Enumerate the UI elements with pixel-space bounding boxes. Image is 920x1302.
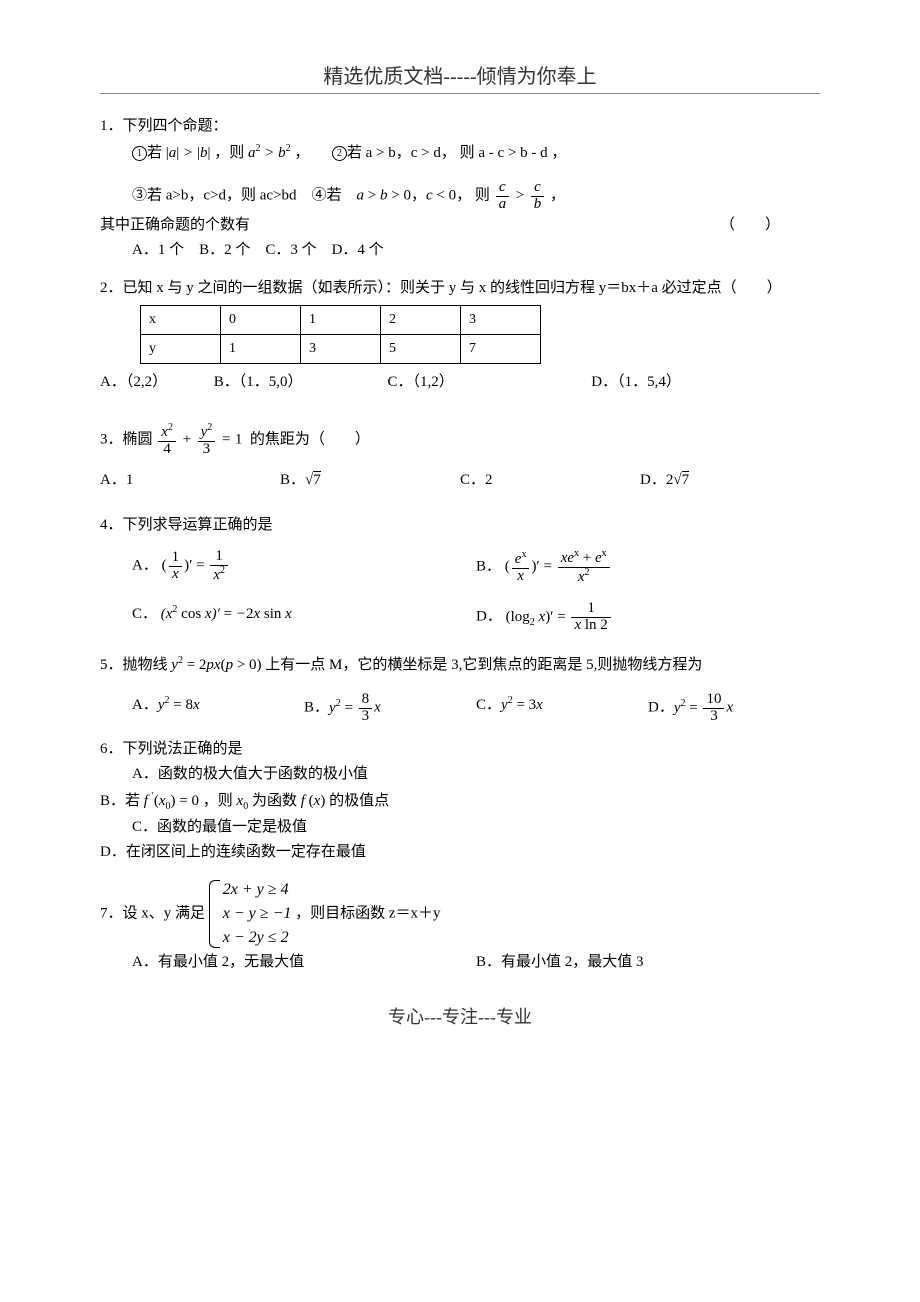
q4-row1: A． (1x)′ = 1x2 B． (exx)′ = xex + exx2: [100, 549, 820, 586]
q1-frac1: ca: [496, 180, 510, 213]
q1-options: A．1 个 B．2 个 C．3 个 D．4 个: [100, 238, 820, 264]
q6-opt-c: C．函数的最值一定是极值: [100, 815, 820, 841]
q3-opt-c: C．2: [460, 468, 640, 494]
question-4: 4．下列求导运算正确的是 A． (1x)′ = 1x2 B． (exx)′ = …: [100, 513, 820, 634]
q2-opt-a: A．（2,2）: [100, 370, 210, 396]
q1-p2-math: a > b，c > d，: [366, 145, 456, 161]
q3-opt-b: B．√7: [280, 468, 460, 494]
table-row: x 0 1 2 3: [141, 306, 541, 335]
q1-props-row2: ③若 a>b，c>d，则 ac>bd ④若 a > b > 0，c < 0， 则…: [100, 180, 820, 213]
table-row: y 1 3 5 7: [141, 334, 541, 363]
q6-stem: 6．下列说法正确的是: [100, 737, 820, 763]
q5-options: A．y2 = 8x B．y2 = 83x C．y2 = 3x D．y2 = 10…: [100, 692, 820, 725]
cell: 1: [221, 334, 301, 363]
comma1: ，: [294, 145, 309, 161]
cell: 7: [461, 334, 541, 363]
q2-opt-b: B．（1．5,0）: [214, 370, 384, 396]
q4-stem: 4．下列求导运算正确的是: [100, 513, 820, 539]
q3-opt-d: D．2√7: [640, 468, 820, 494]
q1-conclusion-row: 其中正确命题的个数有 （ ）: [100, 213, 820, 239]
question-5: 5．抛物线 y2 = 2px(p > 0) 上有一点 M，它的横坐标是 3,它到…: [100, 652, 820, 725]
cell: 1: [301, 306, 381, 335]
cell: 3: [301, 334, 381, 363]
q1-paren: （ ）: [720, 213, 780, 239]
question-6: 6．下列说法正确的是 A．函数的极大值大于函数的极小值 B．若 f ′(x0) …: [100, 737, 820, 866]
q1-p4-then: 则: [475, 188, 494, 204]
cell: 0: [221, 306, 301, 335]
q1-stem: 1．下列四个命题：: [100, 114, 820, 140]
q1-p1-mid: ，则: [214, 145, 244, 161]
q5-opt-a: A．y2 = 8x: [132, 692, 304, 725]
q5-pre: 5．抛物线: [100, 657, 168, 673]
circled-1-icon: 1: [132, 146, 147, 161]
q7-post: ，则目标函数 z＝x＋y: [295, 905, 440, 921]
cell: 2: [381, 306, 461, 335]
page-header: 精选优质文档-----倾情为你奉上: [100, 60, 820, 89]
q2-table: x 0 1 2 3 y 1 3 5 7: [140, 305, 541, 364]
q4-opt-b: B． (exx)′ = xex + exx2: [476, 549, 820, 586]
circled-2-icon: 2: [332, 146, 347, 161]
q4-opt-d: D． (log2 x)′ = 1x ln 2: [476, 601, 820, 634]
q7-opt-b: B．有最小值 2，最大值 3: [476, 950, 820, 976]
question-2: 2．已知 x 与 y 之间的一组数据（如表所示）：则关于 y 与 x 的线性回归…: [100, 276, 820, 396]
q3-frac1: x24: [158, 423, 176, 458]
q1-p2-pre: 若: [347, 145, 362, 161]
q2-opt-d: D．（1．5,4）: [591, 370, 681, 396]
q1-frac2: cb: [531, 180, 545, 213]
q5-opt-d: D．y2 = 103x: [648, 692, 820, 725]
comma2: ，: [551, 145, 566, 161]
question-7: 7．设 x、y 满足 2x + y ≥ 4 x − y ≥ −1 x − 2y …: [100, 878, 820, 976]
q1-conclusion: 其中正确命题的个数有: [100, 217, 250, 233]
gt: >: [515, 188, 529, 204]
q1-p1-pre: 若: [147, 145, 162, 161]
q6-opt-d: D．在闭区间上的连续函数一定存在最值: [100, 840, 820, 866]
q2-options: A．（2,2） B．（1．5,0） C．（1,2） D．（1．5,4）: [100, 370, 820, 396]
q4-row2: C． (x2 cos x)′ = −2x sin x D． (log2 x)′ …: [100, 601, 820, 634]
q3-pre: 3．椭圆: [100, 432, 153, 448]
q1-p1-math: |a| > |b|: [166, 145, 211, 161]
header-rule: [100, 93, 820, 94]
q7-system: 2x + y ≥ 4 x − y ≥ −1 x − 2y ≤ 2: [209, 878, 292, 950]
q1-props-row1: 1若 |a| > |b| ，则 a2 > b2 ， 2若 a > b，c > d…: [100, 140, 820, 167]
q3-post: 的焦距为（ ）: [250, 432, 370, 448]
question-1: 1．下列四个命题： 1若 |a| > |b| ，则 a2 > b2 ， 2若 a…: [100, 114, 820, 264]
q7-opt-a: A．有最小值 2，无最大值: [132, 950, 476, 976]
cell: y: [141, 334, 221, 363]
q7-pre: 7．设 x、y 满足: [100, 905, 205, 921]
q4-opt-a: A． (1x)′ = 1x2: [132, 549, 476, 586]
q1-p4-math: a > b > 0，c < 0，: [357, 188, 472, 204]
cell: x: [141, 306, 221, 335]
q5-math: y2 = 2px(p > 0): [171, 657, 261, 673]
q5-stem: 5．抛物线 y2 = 2px(p > 0) 上有一点 M，它的横坐标是 3,它到…: [100, 652, 820, 679]
cell: 3: [461, 306, 541, 335]
q4-opt-c: C． (x2 cos x)′ = −2x sin x: [132, 601, 476, 634]
q1-p2-mid: 则: [460, 145, 475, 161]
q5-opt-c: C．y2 = 3x: [476, 692, 648, 725]
comma3: ，: [550, 188, 565, 204]
q1-p1-math2: a2 > b2: [248, 145, 291, 161]
q2-opt-c: C．（1,2）: [388, 370, 588, 396]
q5-post: 上有一点 M，它的横坐标是 3,它到焦点的距离是 5,则抛物线方程为: [265, 657, 702, 673]
cell: 5: [381, 334, 461, 363]
q7-stem: 7．设 x、y 满足 2x + y ≥ 4 x − y ≥ −1 x − 2y …: [100, 878, 820, 950]
plus: +: [182, 432, 196, 448]
q3-options: A．1 B．√7 C．2 D．2√7: [100, 468, 820, 494]
q3-stem: 3．椭圆 x24 + y23 = 1 的焦距为（ ）: [100, 423, 820, 458]
q2-stem: 2．已知 x 与 y 之间的一组数据（如表所示）：则关于 y 与 x 的线性回归…: [100, 276, 820, 302]
q6-opt-b: B．若 f ′(x0) = 0 ，则 x0 为函数 f (x) 的极值点: [100, 788, 820, 815]
q7-options: A．有最小值 2，无最大值 B．有最小值 2，最大值 3: [100, 950, 820, 976]
content: 1．下列四个命题： 1若 |a| > |b| ，则 a2 > b2 ， 2若 a…: [100, 114, 820, 975]
page-footer: 专心---专注---专业: [100, 1003, 820, 1029]
q1-p2-math2: a - c > b - d: [478, 145, 547, 161]
q5-opt-b: B．y2 = 83x: [304, 692, 476, 725]
question-3: 3．椭圆 x24 + y23 = 1 的焦距为（ ） A．1 B．√7 C．2 …: [100, 423, 820, 493]
q3-frac2: y23: [198, 423, 216, 458]
eq1: = 1: [221, 432, 242, 448]
q6-opt-a: A．函数的极大值大于函数的极小值: [100, 762, 820, 788]
q3-opt-a: A．1: [100, 468, 280, 494]
q1-p3: ③若 a>b，c>d，则 ac>bd ④若: [132, 188, 342, 204]
